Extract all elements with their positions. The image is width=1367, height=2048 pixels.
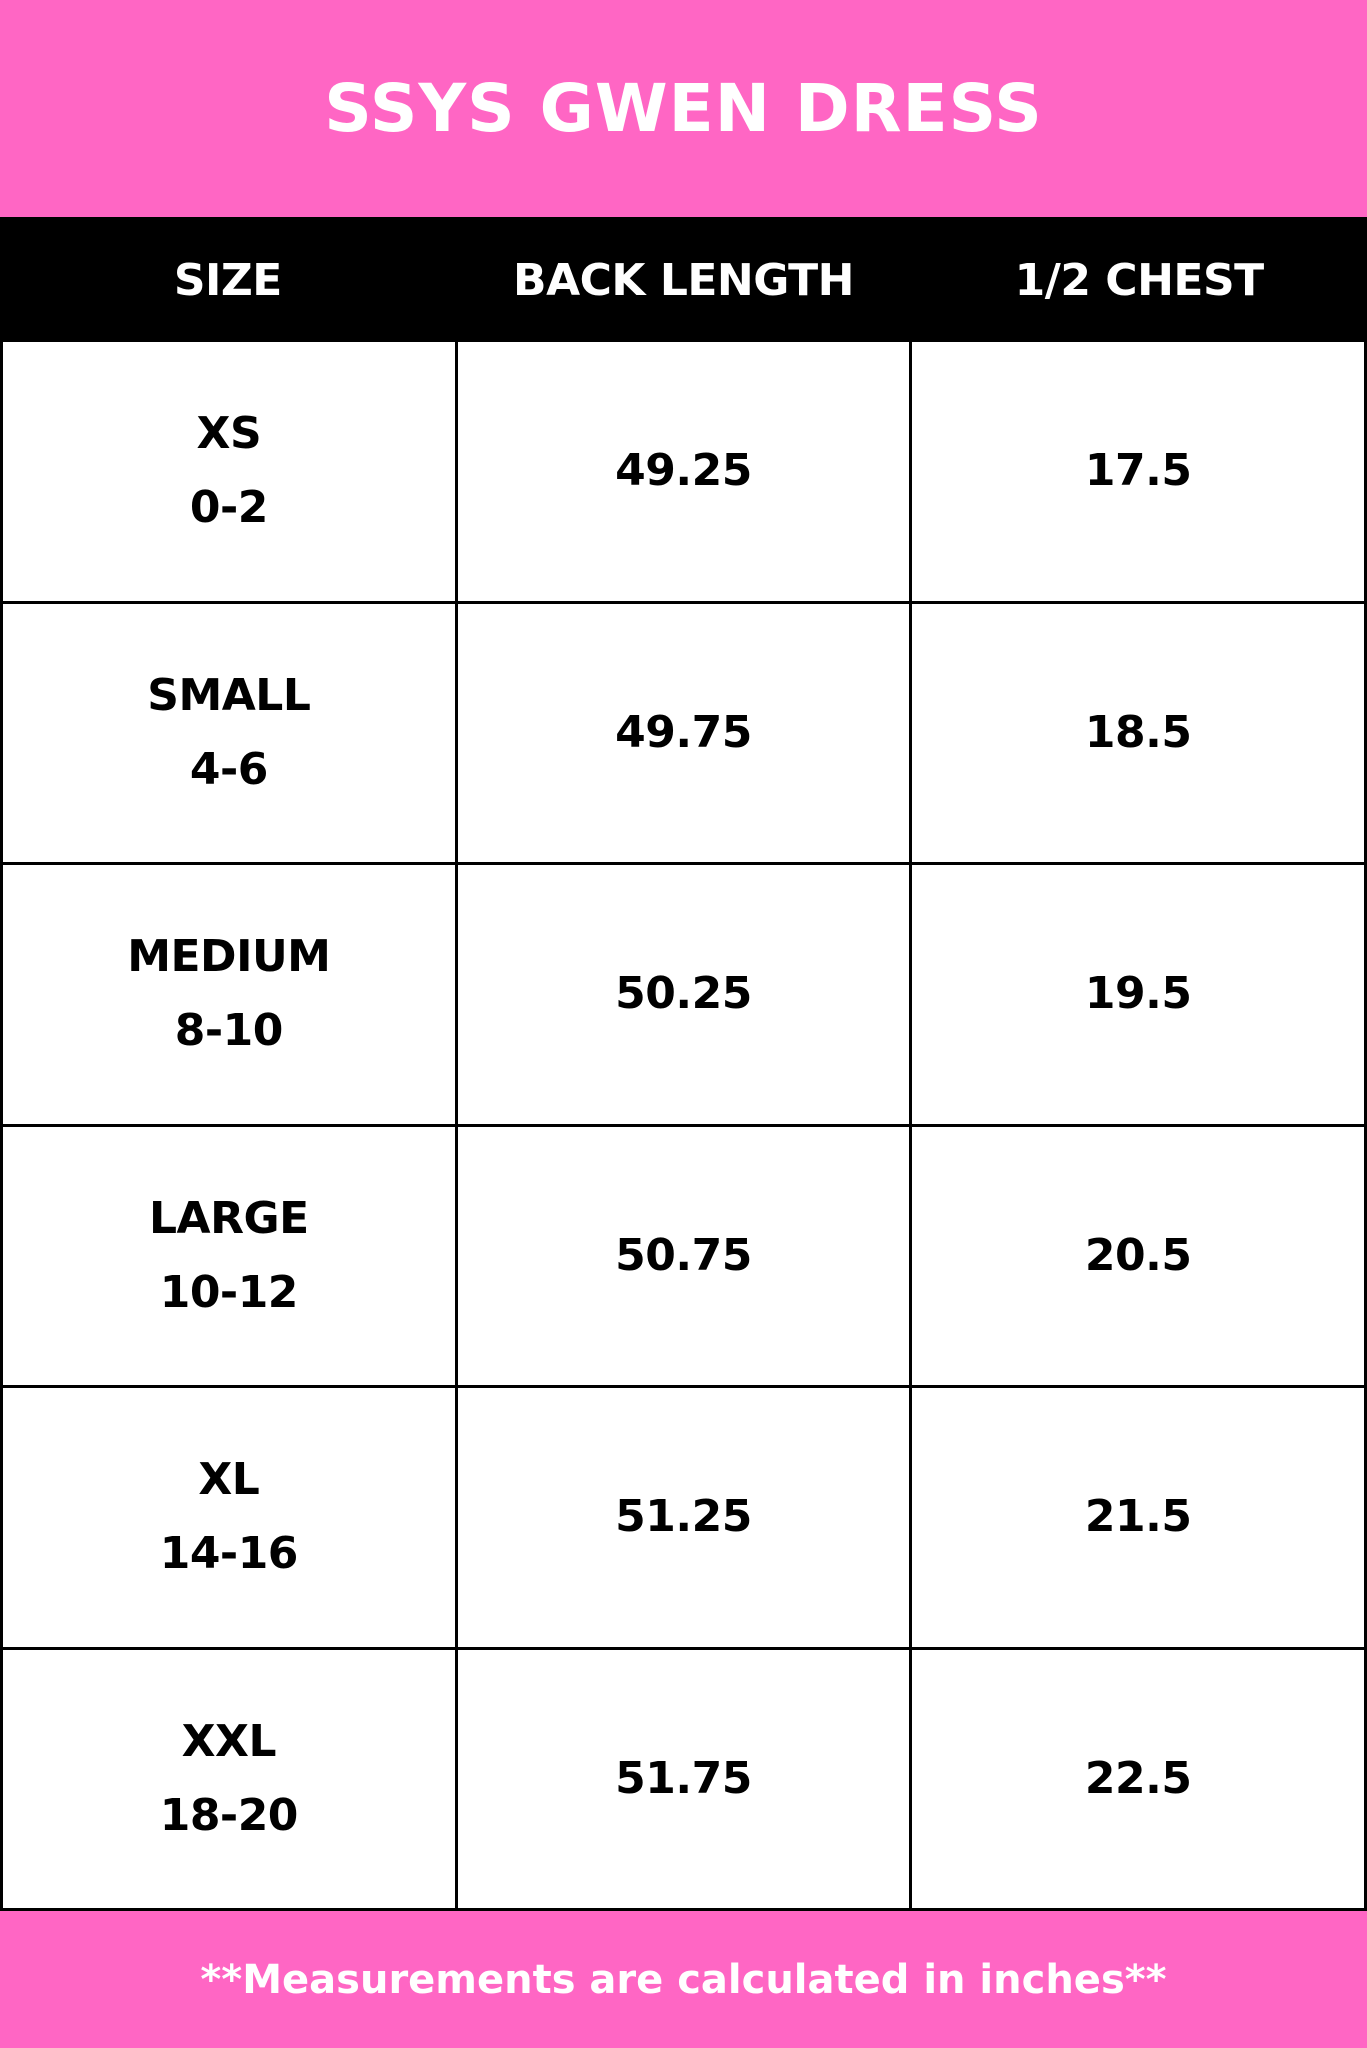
back-length-cell: 50.25 <box>457 865 910 1124</box>
half-chest-cell: 20.5 <box>912 1126 1364 1385</box>
footer-banner: **Measurements are calculated in inches*… <box>0 1911 1367 2048</box>
size-range: 14-16 <box>159 1528 299 1580</box>
column-header-size: SIZE <box>173 255 283 306</box>
half-chest-cell: 21.5 <box>912 1388 1364 1647</box>
back-length-cell: 51.25 <box>457 1388 910 1647</box>
table-header: SIZE BACK LENGTH 1/2 CHEST <box>0 217 1367 344</box>
size-label: MEDIUM <box>127 931 331 983</box>
size-label: XXL <box>181 1715 277 1767</box>
back-length-cell: 49.25 <box>457 342 910 601</box>
size-label: SMALL <box>147 669 311 721</box>
column-header-half-chest: 1/2 CHEST <box>1014 255 1264 306</box>
half-chest-cell: 22.5 <box>912 1649 1364 1908</box>
half-chest-cell: 18.5 <box>912 603 1364 862</box>
back-length-cell: 51.75 <box>457 1649 910 1908</box>
size-cell: XL 14-16 <box>3 1388 455 1647</box>
size-range: 10-12 <box>159 1266 299 1318</box>
back-length-cell: 50.75 <box>457 1126 910 1385</box>
half-chest-cell: 17.5 <box>912 342 1364 601</box>
half-chest-cell: 19.5 <box>912 865 1364 1124</box>
size-label: XL <box>198 1454 260 1506</box>
size-cell: XS 0-2 <box>3 342 455 601</box>
back-length-cell: 49.75 <box>457 603 910 862</box>
size-cell: SMALL 4-6 <box>3 603 455 862</box>
size-range: 4-6 <box>189 743 269 795</box>
size-cell: XXL 18-20 <box>3 1649 455 1908</box>
size-label: LARGE <box>149 1192 309 1244</box>
size-range: 8-10 <box>174 1005 284 1057</box>
size-cell: MEDIUM 8-10 <box>3 865 455 1124</box>
size-cell: LARGE 10-12 <box>3 1126 455 1385</box>
title-banner: SSYS GWEN DRESS <box>0 0 1367 217</box>
size-range: 0-2 <box>189 482 269 534</box>
size-range: 18-20 <box>159 1789 299 1841</box>
footer-note: **Measurements are calculated in inches*… <box>200 1956 1167 2003</box>
size-table-body: XS 0-2 49.25 17.5 SMALL 4-6 49.75 18.5 MEDIUM 8-1… <box>0 342 1367 1911</box>
column-header-back-length: BACK LENGTH <box>513 255 854 306</box>
size-label: XS <box>196 408 262 460</box>
page-title: SSYS GWEN DRESS <box>324 70 1043 147</box>
